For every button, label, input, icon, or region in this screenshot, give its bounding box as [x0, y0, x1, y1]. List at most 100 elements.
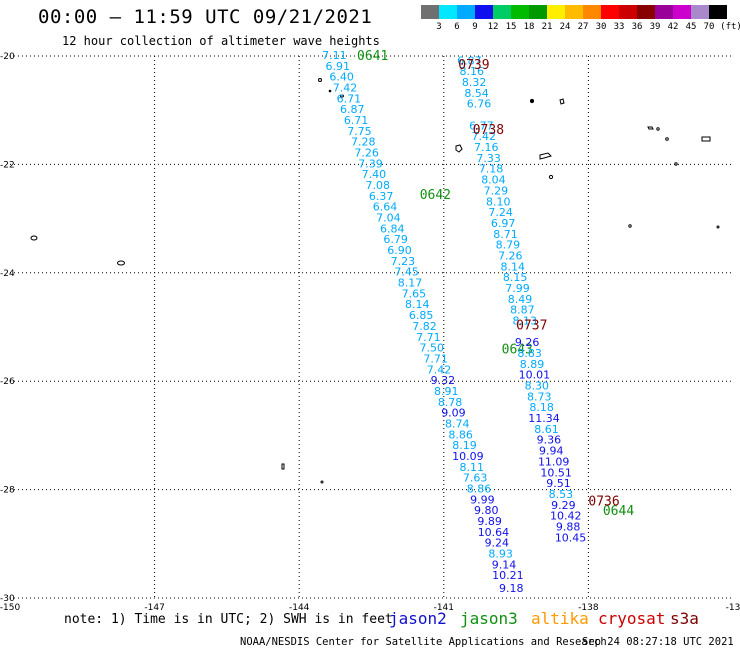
wave-height-label: 6.71	[337, 92, 362, 105]
wave-height-label: 9.36	[537, 434, 562, 447]
wave-height-label: 10.21	[492, 569, 524, 582]
x-tick-label: -147	[144, 603, 164, 613]
x-tick-label: -144	[289, 603, 310, 613]
color-scale-tick: 15	[505, 22, 517, 32]
y-tick-label: -26	[0, 377, 15, 387]
island-outline	[30, 235, 38, 241]
wave-height-label: 8.13	[513, 314, 538, 327]
wave-height-label: 8.78	[438, 396, 463, 409]
island-outlines	[30, 78, 720, 484]
wave-height-label: 7.75	[347, 125, 372, 138]
island-outline	[647, 126, 654, 130]
wave-height-label: 8.16	[460, 65, 485, 78]
wave-height-label: 6.87	[457, 54, 482, 67]
wave-height-label: 7.16	[474, 141, 499, 154]
pass-time-label: 0644	[603, 504, 634, 519]
color-swatch	[583, 5, 601, 19]
y-tick-label: -24	[0, 269, 15, 279]
wave-height-label: 11.09	[538, 455, 570, 468]
wave-height-label: 6.87	[340, 103, 365, 116]
wave-height-label: 6.64	[373, 201, 398, 214]
footer-timestamp: Sep 24 08:27:18 UTC 2021	[582, 636, 734, 648]
wave-height-label: 7.18	[479, 163, 504, 176]
wave-height-label: 9.32	[431, 374, 456, 387]
wave-height-label: 7.28	[351, 136, 376, 149]
wave-height-label: 8.89	[520, 358, 545, 371]
x-tick-label: -141	[434, 603, 454, 613]
wave-height-label: 10.45	[555, 531, 587, 544]
wave-height-label: 8.30	[525, 380, 550, 393]
pass-time-label: 0641	[357, 49, 388, 64]
wave-height-label: 9.09	[441, 407, 466, 420]
wave-height-label: 8.14	[405, 298, 430, 311]
wave-height-label: 7.65	[402, 287, 427, 300]
wave-height-label: 11.34	[528, 412, 560, 425]
wave-height-label: 7.08	[366, 179, 391, 192]
map-grid	[10, 55, 733, 599]
color-scale-tick: 24	[559, 22, 571, 32]
axis-tick-labels: -150 -147 -144 -141 -138 -13 -20 -22 -24 -26 -28 -3…	[0, 52, 740, 613]
wave-height-label: 6.97	[491, 217, 516, 230]
color-swatch	[439, 5, 457, 19]
wave-height-label: 8.74	[445, 417, 470, 430]
wave-height-label: 9.99	[470, 493, 495, 506]
wave-height-label: 8.14	[500, 260, 525, 273]
wave-height-label: 9.80	[474, 504, 499, 517]
color-scale-tick: 3	[436, 22, 442, 32]
satellite-tracks: 7.116.916.407.426.716.876.717.757.287.26…	[322, 49, 634, 595]
wave-height-label: 7.39	[358, 157, 383, 170]
wave-height-label: 7.82	[412, 320, 437, 333]
y-tick-label: -22	[0, 160, 15, 170]
wave-height-label: 7.42	[333, 81, 358, 94]
island-outline	[455, 144, 463, 153]
legend-jason3: jason3	[460, 609, 518, 628]
wave-height-label: 9.26	[515, 336, 540, 349]
y-tick-label: -28	[0, 486, 15, 496]
wave-height-label: 9.88	[556, 520, 581, 533]
island-outline	[665, 137, 669, 141]
wave-height-label: 6.91	[326, 60, 351, 73]
island-outline	[628, 224, 632, 228]
wave-height-label: 8.73	[527, 390, 552, 403]
wave-height-label: 10.01	[519, 369, 551, 382]
wave-height-label: 9.29	[551, 499, 576, 512]
wave-height-label: 9.51	[546, 477, 571, 490]
color-swatch	[691, 5, 709, 19]
y-tick-label: -20	[0, 52, 15, 62]
wave-height-label: 8.15	[503, 271, 528, 284]
pass-time-label: 0643	[502, 343, 533, 358]
wave-height-label: 9.18	[499, 582, 524, 595]
wave-height-label: 8.04	[481, 174, 506, 187]
island-outline	[559, 98, 565, 105]
color-swatch	[601, 5, 619, 19]
island-outline	[701, 136, 711, 142]
wave-height-label: 10.42	[550, 510, 582, 523]
wave-height-label: 8.86	[448, 428, 473, 441]
color-scale-tick: 27	[577, 22, 589, 32]
color-scale-unit: (ft)	[720, 22, 740, 32]
wave-height-label: 6.71	[344, 114, 369, 127]
legend-cryosat: cryosat	[598, 609, 666, 628]
x-tick-label: -13	[726, 603, 740, 613]
chart-title: 00:00 – 11:59 UTC 09/21/2021	[38, 6, 373, 28]
color-scale-tick: 12	[487, 22, 499, 32]
color-scale-bar	[421, 5, 727, 21]
island-outline	[318, 78, 322, 82]
wave-height-label: 8.91	[434, 385, 459, 398]
wave-height-label: 6.37	[369, 190, 394, 203]
island-outline	[548, 174, 554, 180]
wave-height-label: 8.17	[398, 277, 423, 290]
color-scale-tick: 6	[454, 22, 460, 32]
island-outline	[328, 89, 332, 93]
color-swatch	[457, 5, 475, 19]
island-outline	[117, 260, 125, 266]
color-swatch	[565, 5, 583, 19]
wave-height-label: 10.09	[452, 450, 484, 463]
x-tick-label: -138	[578, 603, 599, 613]
wave-height-label: 7.42	[427, 363, 452, 376]
color-scale-tick: 30	[595, 22, 607, 32]
wave-height-label: 8.53	[549, 488, 574, 501]
wave-height-label: 6.90	[387, 244, 412, 257]
island-outline	[529, 98, 535, 104]
wave-height-label: 8.49	[508, 293, 533, 306]
